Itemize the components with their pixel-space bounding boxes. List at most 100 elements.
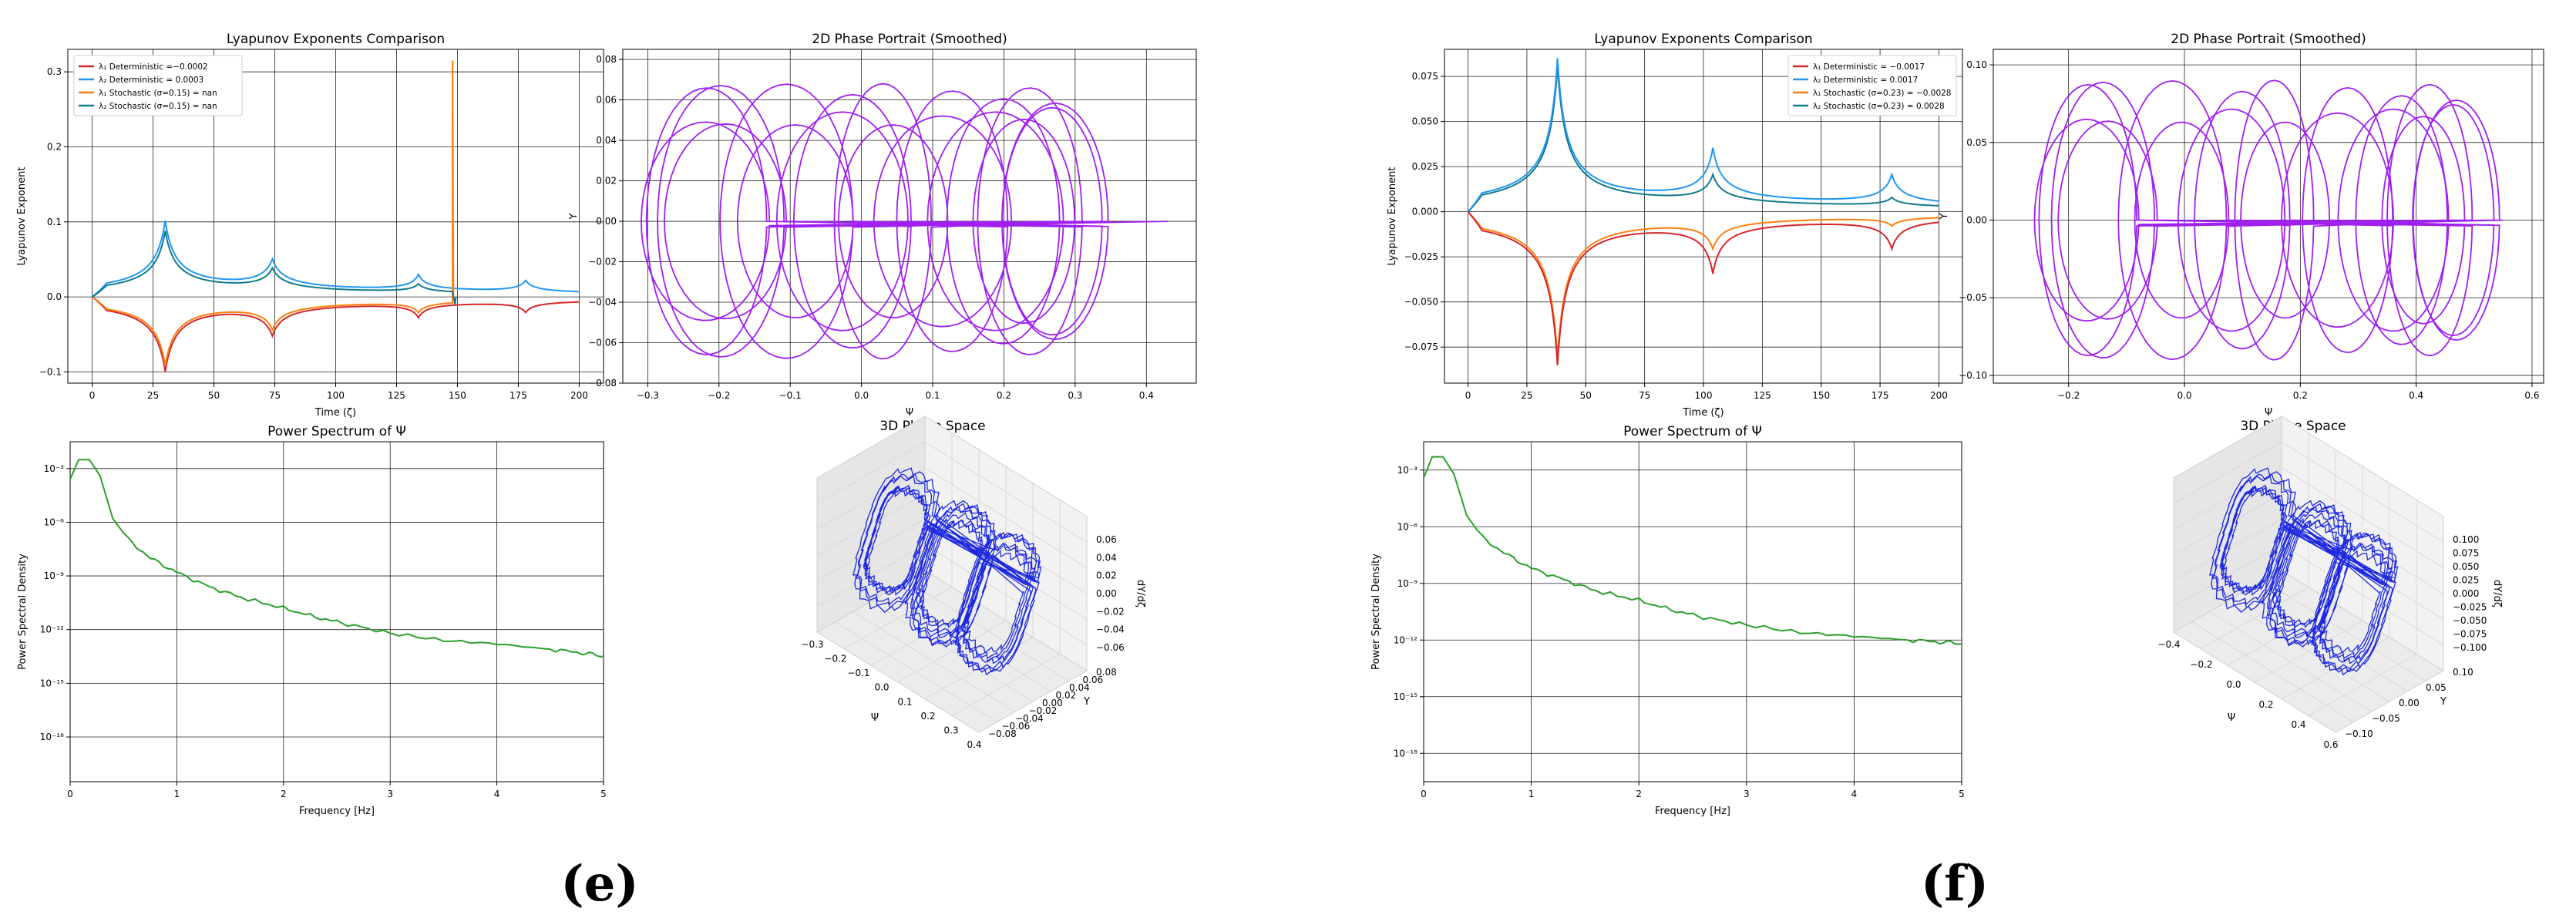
y-tick-label: −0.08 <box>588 378 617 389</box>
grid-3d <box>816 441 926 504</box>
x-tick-label: 0.4 <box>1139 390 1154 401</box>
grid-3d <box>2263 580 2426 681</box>
x-tick-label: 5 <box>1959 789 1965 799</box>
x-tick-label: 0.3 <box>1068 390 1082 401</box>
y-tick-label: 0.075 <box>1412 71 1438 82</box>
legend-label: λ₁ Stochastic (σ=0.23) = −0.0028 <box>1813 89 1951 98</box>
x-tick-label: 50 <box>208 390 220 401</box>
y-axis-label: Υ <box>1083 696 1090 708</box>
y-axis-label: Υ <box>1939 213 1950 220</box>
y-tick-label: −0.10 <box>1959 370 1987 381</box>
x-tick-label: 0.4 <box>967 739 981 750</box>
series-line-red <box>1467 210 1939 365</box>
grid-3d <box>816 518 926 581</box>
phase-3d-trajectory <box>2209 467 2399 676</box>
y-tick-label: 10⁻¹⁸ <box>1394 748 1417 759</box>
x-tick-label: 75 <box>1639 390 1650 401</box>
x-axis-label: Ψ <box>871 712 879 724</box>
y-tick-label: −0.075 <box>1404 342 1438 352</box>
x-tick-label: −0.2 <box>824 654 846 665</box>
phase-trajectory <box>2033 79 2504 361</box>
y-tick-label: −0.04 <box>1015 713 1044 724</box>
y-tick-label: −0.04 <box>588 297 617 308</box>
y-tick-label: −0.05 <box>1959 292 1987 303</box>
z-tick-label: −0.100 <box>2453 642 2487 653</box>
x-tick-label: 0.0 <box>874 682 889 693</box>
caption-e: (e) <box>560 855 638 913</box>
legend-label: λ₂ Deterministic = 0.0017 <box>1813 76 1918 85</box>
series-line-red <box>91 296 580 372</box>
axes-frame <box>1993 49 2544 384</box>
x-tick-label: 0.0 <box>2177 390 2191 401</box>
legend-box <box>73 55 243 116</box>
x-tick-label: 175 <box>509 390 527 401</box>
y-tick-label: 0.02 <box>596 176 617 187</box>
x-tick-label: 0.3 <box>943 725 958 735</box>
y-tick-label: 10⁻³ <box>44 463 65 474</box>
series-line-blue <box>1467 58 1939 213</box>
y-tick-label: 0.06 <box>596 95 617 106</box>
caption-f: (f) <box>1921 855 1989 913</box>
x-tick-label: 100 <box>327 390 345 401</box>
y-axis-label: Power Spectral Density <box>1370 554 1382 670</box>
y-tick-label: −0.10 <box>2345 729 2373 739</box>
x-tick-label: 0.6 <box>2323 739 2338 750</box>
x-tick-label: 4 <box>1851 789 1858 799</box>
grid-3d <box>906 580 1069 681</box>
z-tick-label: −0.025 <box>2453 602 2487 613</box>
x-tick-label: 0.0 <box>854 390 869 401</box>
panel-e-3d: 3D Phase Space−0.3−0.2−0.10.00.10.20.30.… <box>801 416 1146 750</box>
panel-f-lyap: 0 25 50 75 100 125 150 175 200 −0.075 −0.050 −0.025… <box>1387 32 1963 419</box>
z-tick-label: 0.075 <box>2453 548 2479 559</box>
y-tick-label: 0.10 <box>2453 667 2473 678</box>
y-axis-label: Υ <box>2440 696 2447 708</box>
axes-frame <box>67 49 604 384</box>
z-tick-label: 0.025 <box>2453 575 2479 586</box>
grid-3d <box>924 441 1088 543</box>
chart-title: 2D Phase Portrait (Smoothed) <box>812 32 1007 47</box>
x-tick-label: 25 <box>147 390 159 401</box>
grid-3d <box>2281 441 2444 543</box>
legend-label: λ₂ Deterministic = 0.0003 <box>99 76 203 85</box>
z-tick-label: −0.050 <box>2453 615 2487 626</box>
x-tick-label: 2 <box>1636 789 1642 799</box>
x-tick-label: 200 <box>1930 390 1948 401</box>
x-tick-label: 0.1 <box>897 696 912 707</box>
y-tick-label: 10⁻¹⁵ <box>1394 692 1417 702</box>
y-tick-label: 0.10 <box>1966 59 1987 70</box>
x-tick-label: 1 <box>174 789 180 799</box>
z-tick-label: 0.050 <box>2453 561 2479 572</box>
x-tick-label: −0.3 <box>637 390 659 401</box>
x-tick-label: 150 <box>449 390 466 401</box>
series-line-teal <box>1467 65 1939 213</box>
y-tick-label: 0.025 <box>1412 161 1438 172</box>
x-tick-label: 0.6 <box>2524 390 2539 401</box>
y-tick-label: 10⁻¹⁸ <box>40 732 64 742</box>
grid-3d <box>2173 441 2282 504</box>
axes-frame <box>1444 49 1963 384</box>
x-tick-label: 0.4 <box>2291 719 2305 730</box>
y-tick-label: −0.025 <box>1404 251 1438 262</box>
y-tick-label: 10⁻⁶ <box>1397 521 1418 532</box>
x-tick-label: 0 <box>89 390 96 401</box>
panel-f-3d: 3D Phase Space−0.4−0.20.00.20.40.6Ψ0.100… <box>2157 416 2503 750</box>
series-line-blue <box>91 220 580 298</box>
series-line-teal <box>92 230 457 305</box>
x-tick-label: 150 <box>1812 390 1830 401</box>
y-axis-label: Υ <box>568 213 580 220</box>
y-tick-label: −0.02 <box>1029 705 1058 716</box>
chart-title: Power Spectrum of Ψ <box>267 424 406 439</box>
legend: λ₁ Deterministic =−0.0002 λ₂ Deterministi… <box>73 55 243 116</box>
legend-label: λ₁ Deterministic = −0.0017 <box>1813 62 1925 72</box>
x-tick-label: 0.2 <box>2293 390 2308 401</box>
y-tick-label: 0.00 <box>1042 698 1063 708</box>
y-tick-label: 0.00 <box>596 216 617 227</box>
x-tick-label: 0.2 <box>920 711 935 722</box>
grid-3d <box>2173 544 2282 607</box>
x-tick-label: 0.2 <box>2258 699 2273 710</box>
y-tick-label: 0.02 <box>1056 690 1077 701</box>
y-tick-label: 10⁻¹² <box>40 624 64 635</box>
x-axis-label: Frequency [Hz] <box>299 806 375 817</box>
z-tick-label: 0.02 <box>1096 570 1117 581</box>
x-axis-label: Frequency [Hz] <box>1655 806 1730 817</box>
